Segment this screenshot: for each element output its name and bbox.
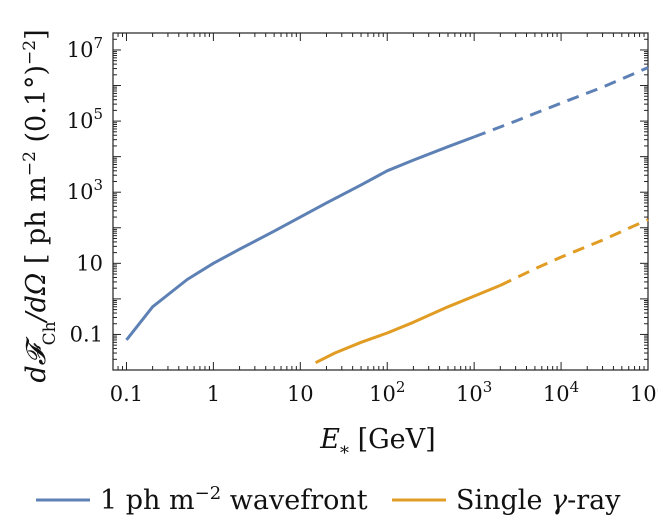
y-tick-label: 0.1 (70, 322, 103, 346)
legend-label-wavefront: 1 ph m−2 wavefront (100, 483, 368, 517)
x-tick-label: 0.1 (110, 382, 143, 406)
series-lines (125, 66, 649, 365)
x-tick-label: 104 (543, 378, 579, 406)
ticks (112, 32, 649, 371)
y-axis-title: d𝓕Ch/dΩ [ ph m−2 (0.1°)−2] (20, 29, 60, 382)
legend: 1 ph m−2 wavefront Single γ-ray (36, 483, 621, 517)
x-axis-title: E* [GeV] (319, 424, 435, 464)
y-tick-label: 107 (67, 34, 103, 62)
series-extrapolation-1 (499, 218, 649, 287)
y-tick-label: 10 (76, 251, 103, 275)
tick-labels: 0.1 1 10 102 103 104 105 0.1 10 103 105 107 (67, 34, 658, 406)
x-tick-label: 105 (630, 378, 658, 406)
series-line-1 (314, 284, 501, 365)
y-tick-label: 103 (67, 176, 103, 204)
y-tick-label: 105 (67, 105, 103, 133)
legend-label-single-gamma: Single γ-ray (456, 485, 621, 516)
x-tick-label: 10 (287, 382, 314, 406)
series-extrapolation-0 (473, 66, 649, 139)
plot-border (112, 32, 649, 371)
x-tick-label: 102 (369, 378, 405, 406)
x-tick-label: 103 (456, 378, 492, 406)
plot-frame (112, 32, 649, 371)
x-tick-label: 1 (207, 382, 220, 406)
series-line-0 (125, 135, 475, 341)
